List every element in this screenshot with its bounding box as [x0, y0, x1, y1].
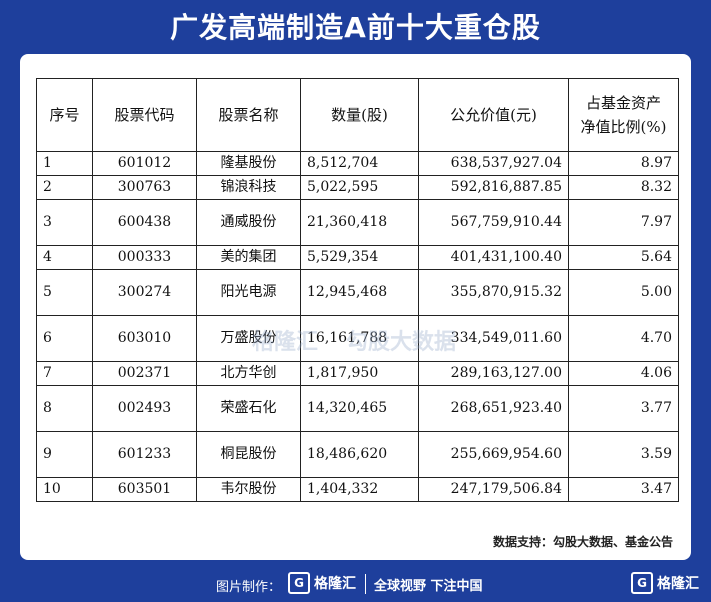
row-name: 美的集团 — [196, 245, 301, 270]
row-ratio: 5.00 — [568, 269, 679, 316]
made-by-label: 图片制作： — [216, 580, 282, 595]
row-value: 268,651,923.40 — [418, 385, 569, 432]
row-ratio: 8.97 — [568, 151, 679, 176]
row-no: 1 — [36, 151, 93, 176]
row-code: 601233 — [92, 431, 197, 478]
row-ratio: 3.47 — [568, 477, 679, 502]
corner-logo-mark-icon: G — [631, 572, 653, 594]
row-no: 5 — [36, 269, 93, 316]
row-qty: 1,404,332 — [300, 477, 419, 502]
row-qty: 16,161,788 — [300, 315, 419, 362]
holdings-table: 序号 股票代码 股票名称 数量(股) 公允价值(元) 占基金资产 净值比例(%) … — [36, 78, 679, 502]
row-value: 592,816,887.85 — [418, 175, 569, 200]
table-row: 5 300274 阳光电源 12,945,468 355,870,915.32 5.00 — [36, 269, 679, 316]
footer-divider — [365, 574, 366, 594]
table-row: 1 601012 隆基股份 8,512,704 638,537,927.04 8.97 — [36, 151, 679, 176]
row-value: 567,759,910.44 — [418, 199, 569, 246]
corner-logo-text: 格隆汇 — [657, 576, 699, 592]
row-qty: 18,486,620 — [300, 431, 419, 478]
row-code: 000333 — [92, 245, 197, 270]
row-code: 600438 — [92, 199, 197, 246]
table-row: 7 002371 北方华创 1,817,950 289,163,127.00 4.06 — [36, 361, 679, 386]
logo-mark-icon: G — [288, 572, 310, 594]
corner-logo: G 格隆汇 — [631, 572, 699, 594]
row-no: 4 — [36, 245, 93, 270]
page-title: 广发高端制造A前十大重仓股 — [170, 11, 541, 44]
header-no: 序号 — [36, 78, 93, 152]
row-ratio: 5.64 — [568, 245, 679, 270]
row-qty: 21,360,418 — [300, 199, 419, 246]
row-ratio: 8.32 — [568, 175, 679, 200]
row-value: 638,537,927.04 — [418, 151, 569, 176]
row-ratio: 3.59 — [568, 431, 679, 478]
row-ratio: 4.06 — [568, 361, 679, 386]
header-ratio-line1: 占基金资产 — [585, 94, 661, 112]
table-row: 6 603010 万盛股份 16,161,788 334,549,011.60 4.70 — [36, 315, 679, 362]
row-name: 桐昆股份 — [196, 431, 301, 478]
footer-slogan: 全球视野 下注中国 — [374, 579, 483, 594]
row-name: 万盛股份 — [196, 315, 301, 362]
header-qty: 数量(股) — [300, 78, 419, 152]
row-qty: 5,529,354 — [300, 245, 419, 270]
row-code: 603010 — [92, 315, 197, 362]
table-row: 4 000333 美的集团 5,529,354 401,431,100.40 5.64 — [36, 245, 679, 270]
row-value: 247,179,506.84 — [418, 477, 569, 502]
data-source-note: 数据支持：勾股大数据、基金公告 — [492, 535, 673, 549]
row-code: 002371 — [92, 361, 197, 386]
row-name: 北方华创 — [196, 361, 301, 386]
row-name: 锦浪科技 — [196, 175, 301, 200]
table-card: 序号 股票代码 股票名称 数量(股) 公允价值(元) 占基金资产 净值比例(%) … — [20, 54, 691, 560]
row-value: 355,870,915.32 — [418, 269, 569, 316]
row-name: 韦尔股份 — [196, 477, 301, 502]
row-ratio: 7.97 — [568, 199, 679, 246]
row-name: 荣盛石化 — [196, 385, 301, 432]
table-row: 10 603501 韦尔股份 1,404,332 247,179,506.84 3.47 — [36, 477, 679, 502]
row-ratio: 3.77 — [568, 385, 679, 432]
table-row: 8 002493 荣盛石化 14,320,465 268,651,923.40 3.77 — [36, 385, 679, 432]
row-value: 289,163,127.00 — [418, 361, 569, 386]
footer-logo-text: 格隆汇 — [314, 576, 356, 592]
header-name: 股票名称 — [196, 78, 301, 152]
row-no: 9 — [36, 431, 93, 478]
row-name: 阳光电源 — [196, 269, 301, 316]
row-code: 002493 — [92, 385, 197, 432]
table-row: 3 600438 通威股份 21,360,418 567,759,910.44 7.97 — [36, 199, 679, 246]
row-code: 601012 — [92, 151, 197, 176]
header-ratio: 占基金资产净值比例(%) — [568, 78, 679, 152]
row-ratio: 4.70 — [568, 315, 679, 362]
header-value: 公允价值(元) — [418, 78, 569, 152]
row-no: 3 — [36, 199, 93, 246]
row-name: 通威股份 — [196, 199, 301, 246]
footer-logo: G 格隆汇 — [288, 572, 356, 594]
row-no: 6 — [36, 315, 93, 362]
header-code: 股票代码 — [92, 78, 197, 152]
row-qty: 12,945,468 — [300, 269, 419, 316]
row-no: 8 — [36, 385, 93, 432]
table-header-row: 序号 股票代码 股票名称 数量(股) 公允价值(元) 占基金资产净值比例(%) — [36, 78, 679, 152]
row-no: 10 — [36, 477, 93, 502]
row-code: 603501 — [92, 477, 197, 502]
row-qty: 14,320,465 — [300, 385, 419, 432]
header-ratio-line2: 净值比例(%) — [580, 118, 667, 136]
row-name: 隆基股份 — [196, 151, 301, 176]
row-qty: 5,022,595 — [300, 175, 419, 200]
row-value: 401,431,100.40 — [418, 245, 569, 270]
row-code: 300274 — [92, 269, 197, 316]
row-qty: 8,512,704 — [300, 151, 419, 176]
table-row: 2 300763 锦浪科技 5,022,595 592,816,887.85 8.32 — [36, 175, 679, 200]
row-value: 255,669,954.60 — [418, 431, 569, 478]
row-no: 2 — [36, 175, 93, 200]
row-value: 334,549,011.60 — [418, 315, 569, 362]
footer: 图片制作： G 格隆汇 全球视野 下注中国 — [0, 566, 711, 602]
row-no: 7 — [36, 361, 93, 386]
row-code: 300763 — [92, 175, 197, 200]
row-qty: 1,817,950 — [300, 361, 419, 386]
table-row: 9 601233 桐昆股份 18,486,620 255,669,954.60 3.59 — [36, 431, 679, 478]
